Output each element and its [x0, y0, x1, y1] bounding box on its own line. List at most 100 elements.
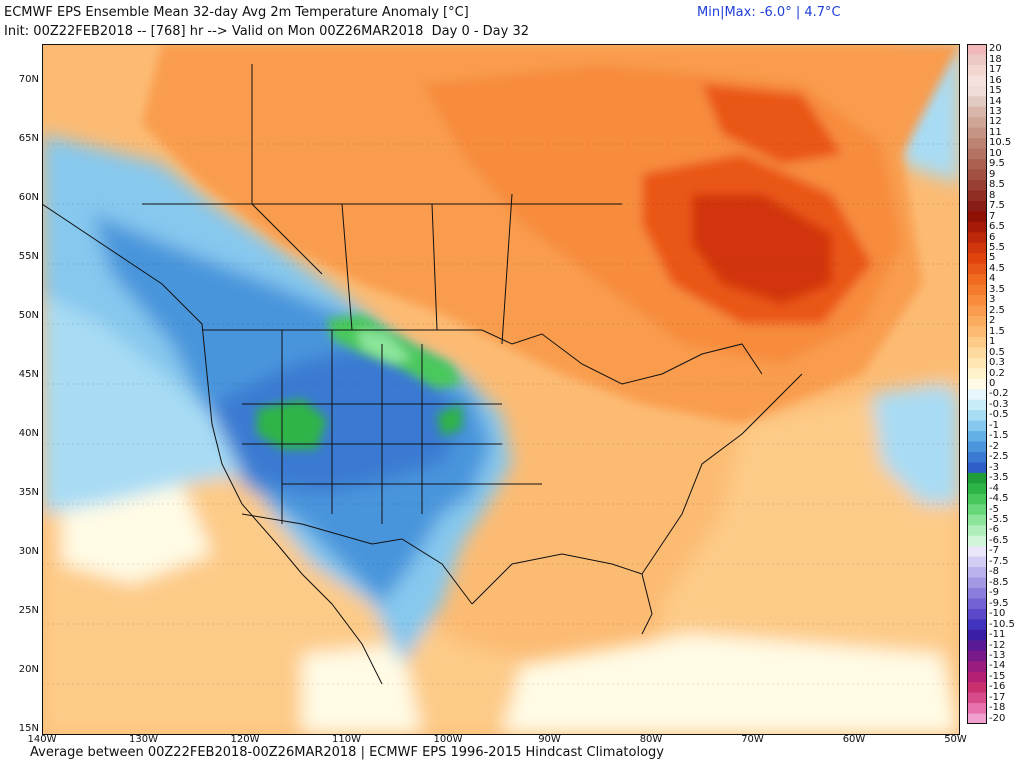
gulf-coast — [471, 553, 653, 635]
min-max-readout: Min|Max: -6.0° | 4.7°C — [697, 5, 841, 20]
colorbar-label: 0.3 — [989, 357, 1005, 369]
us-state-lines-1 — [281, 330, 423, 524]
colorbar-swatch — [967, 263, 987, 275]
colorbar-swatch — [967, 336, 987, 348]
colorbar-swatch — [967, 75, 987, 87]
colorbar-swatch — [967, 577, 987, 589]
colorbar-swatch — [967, 703, 987, 715]
coastline-west — [42, 203, 383, 685]
colorbar-swatch — [967, 274, 987, 286]
baffin-hot — [702, 84, 842, 164]
us-canada-border — [202, 329, 763, 385]
colorbar-label: -1.5 — [989, 430, 1009, 442]
map-frame — [42, 44, 960, 735]
colorbar-swatch — [967, 650, 987, 662]
colorbar-label: 5 — [989, 252, 996, 264]
colorbar-swatch — [967, 347, 987, 359]
colorbar-label: 4 — [989, 273, 996, 285]
lat-label: 35N — [18, 487, 39, 498]
colorbar-label: -0.5 — [989, 409, 1009, 421]
colorbar-label: -9.5 — [989, 597, 1009, 609]
colorbar-swatch — [967, 389, 987, 401]
colorbar-label: -10 — [989, 608, 1006, 620]
colorbar-swatch — [967, 441, 987, 453]
colorbar-swatch — [967, 629, 987, 641]
colorbar-label: 9 — [989, 168, 996, 180]
colorbar-frame — [967, 44, 987, 724]
colorbar-swatch — [967, 588, 987, 599]
colorbar-swatch — [967, 159, 987, 171]
init-valid-line: Init: 00Z22FEB2018 -- [768] hr --> Valid… — [4, 24, 530, 39]
colorbar-swatch — [967, 54, 987, 66]
colorbar-label: 1 — [989, 336, 996, 348]
colorbar-swatch — [967, 556, 987, 568]
colorbar-swatch — [967, 326, 987, 338]
colorbar-label: -11 — [989, 629, 1006, 641]
colorbar-label: -10.5 — [989, 618, 1015, 630]
lon-label: 80W — [639, 734, 663, 745]
us-mexico-border — [241, 513, 473, 605]
lon-label: 60W — [842, 734, 866, 745]
colorbar-label: -16 — [989, 681, 1006, 693]
lat-label: 20N — [18, 664, 39, 675]
colorbar-swatch — [967, 253, 987, 265]
colorbar-swatch — [967, 462, 987, 474]
colorbar-label: 0.2 — [989, 367, 1005, 379]
west-cold-inner — [212, 344, 462, 494]
colorbar-label: 15 — [989, 85, 1002, 97]
colorbar-swatch — [967, 138, 987, 150]
temperature-anomaly-map — [42, 44, 960, 735]
colorbar-swatch — [967, 546, 987, 558]
lat-label: 70N — [18, 74, 39, 85]
colorbar-label: 16 — [989, 74, 1002, 86]
colorbar-label: -0.3 — [989, 398, 1009, 410]
colorbar-label: 2.5 — [989, 304, 1005, 316]
colorbar-label: 14 — [989, 95, 1002, 107]
lon-label: 90W — [538, 734, 561, 745]
colorbar-swatch — [967, 190, 987, 202]
us-state-lines-2 — [242, 403, 542, 485]
colorbar-swatch — [967, 96, 987, 108]
colorbar-label: 7.5 — [989, 200, 1005, 212]
colorbar-label: 3 — [989, 294, 996, 306]
colorbar-swatch — [967, 211, 987, 223]
colorbar-swatch — [967, 619, 987, 631]
lon-label: 120W — [230, 734, 260, 745]
colorbar-swatch — [967, 85, 987, 97]
colorbar-label: -4.5 — [989, 493, 1009, 505]
colorbar-label: 4.5 — [989, 262, 1005, 274]
colorbar-label: -13 — [989, 650, 1006, 661]
colorbar-label: 18 — [989, 53, 1002, 65]
colorbar-swatch — [967, 514, 987, 526]
colorbar-swatch — [967, 661, 987, 673]
colorbar-label: 8 — [989, 189, 996, 201]
colorbar-swatch — [967, 127, 987, 139]
nebraska-cold-core — [437, 404, 462, 436]
east-pacific-neutral — [302, 644, 422, 735]
east-coast — [641, 373, 803, 575]
colorbar-label: -8.5 — [989, 576, 1009, 588]
colorbar-swatch — [967, 106, 987, 118]
pacific-neutral-patch — [62, 484, 212, 584]
colorbar-label: -6.5 — [989, 534, 1009, 546]
colorbar-swatch — [967, 525, 987, 537]
colorbar-label: 17 — [989, 64, 1002, 76]
colorbar-label: -17 — [989, 691, 1006, 703]
colorbar-label: -7 — [989, 545, 999, 557]
colorbar-label: 12 — [989, 116, 1002, 128]
canada-prov-3 — [431, 203, 438, 331]
colorbar-label: 10 — [989, 147, 1002, 159]
colorbar-label: -2.5 — [989, 451, 1009, 463]
chart-title: ECMWF EPS Ensemble Mean 32-day Avg 2m Te… — [4, 5, 469, 20]
colorbar-label: 3.5 — [989, 283, 1005, 295]
colorbar-swatch — [967, 399, 987, 411]
colorbar-label: 20 — [989, 43, 1002, 55]
colorbar-swatch — [967, 640, 987, 652]
colorbar-label: -12 — [989, 639, 1006, 651]
colorbar-swatch — [967, 472, 987, 484]
lat-label: 60N — [18, 192, 39, 203]
great-basin-cold-core — [257, 399, 327, 449]
lon-label: 50W — [944, 734, 967, 745]
colorbar-swatch — [967, 713, 987, 724]
colorbar-swatch — [967, 682, 987, 694]
